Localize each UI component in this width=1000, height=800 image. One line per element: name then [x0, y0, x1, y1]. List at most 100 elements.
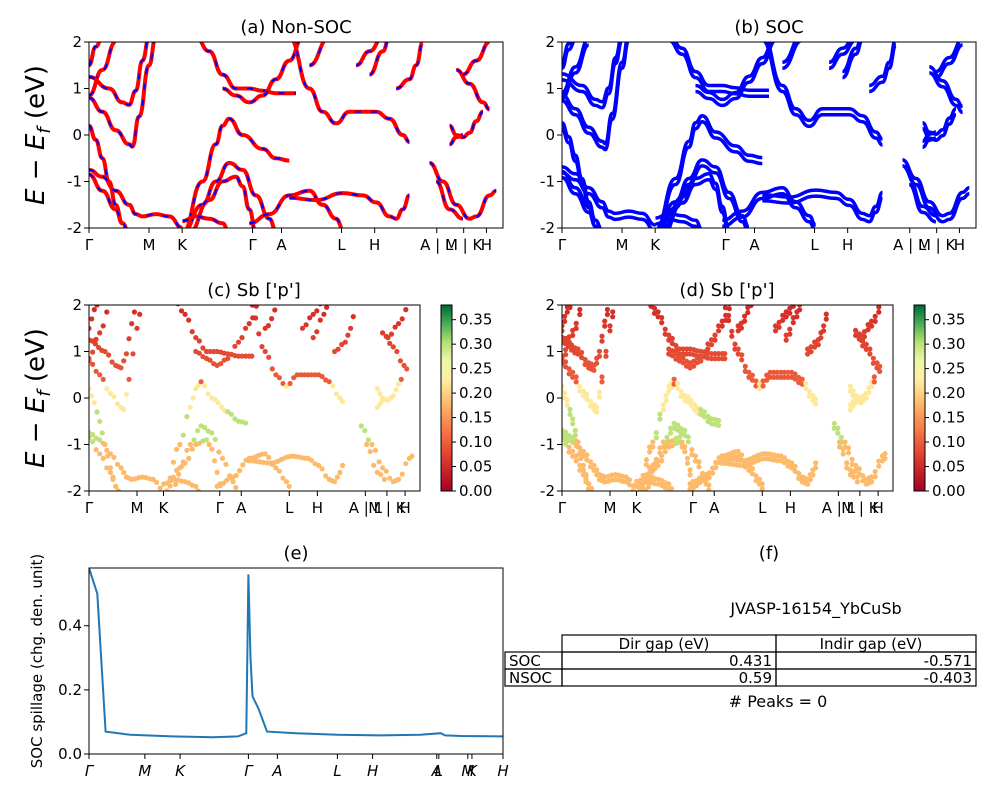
projection-point: [813, 396, 819, 402]
projection-point: [337, 395, 343, 401]
panel-c-yticks: -2 -1 0 1 2: [67, 296, 89, 500]
band-line-nonsoc: [368, 42, 389, 77]
projection-point: [137, 311, 143, 317]
band-line-soc: [908, 176, 937, 218]
projection-point: [876, 305, 882, 310]
projection-point: [94, 409, 100, 415]
projection-point: [666, 481, 672, 487]
projection-point: [249, 305, 255, 308]
ytick-label: 1: [545, 343, 555, 361]
projection-point: [89, 325, 92, 331]
projection-point: [781, 455, 788, 461]
projection-point: [369, 441, 375, 448]
projection-point: [573, 458, 579, 464]
projection-point: [647, 449, 653, 455]
projection-point: [154, 479, 160, 485]
projection-point: [670, 490, 673, 491]
projection-point: [659, 458, 665, 464]
projection-point: [726, 306, 732, 312]
projection-point: [668, 430, 674, 436]
ytick-label: 2: [72, 296, 82, 314]
band-line-nonsoc: [89, 42, 117, 98]
projection-point: [214, 469, 220, 475]
band-line-nonsoc-dashed: [89, 124, 127, 228]
projection-point: [126, 336, 132, 342]
xtick-label: A: [276, 236, 287, 254]
xtick-label: M | K: [445, 236, 484, 254]
projection-point: [676, 434, 683, 440]
xtick-label: M: [461, 762, 474, 780]
projection-point: [657, 411, 663, 417]
band-line-nonsoc: [182, 214, 229, 228]
xtick-label: Γ: [85, 499, 94, 517]
projection-point: [97, 437, 103, 443]
projection-point: [570, 416, 576, 422]
projection-point: [579, 349, 585, 356]
projection-point: [821, 328, 827, 334]
projection-point: [118, 365, 124, 371]
projection-point: [365, 437, 371, 443]
spillage-line: [89, 568, 503, 739]
projection-point: [588, 485, 594, 491]
colorbar-tick-label: 0.05: [932, 458, 965, 476]
projection-point: [314, 329, 320, 335]
xtick-label: A: [749, 236, 760, 254]
projection-point: [401, 362, 407, 368]
projection-point: [664, 434, 670, 440]
projection-point: [823, 316, 829, 322]
projection-point: [712, 356, 718, 362]
band-line-soc: [762, 194, 884, 224]
projection-point: [797, 307, 803, 313]
projection-point: [374, 404, 380, 410]
projection-point: [660, 407, 667, 413]
ytick-label: -2: [67, 482, 82, 500]
projection-point: [596, 394, 603, 400]
projection-point: [716, 417, 722, 424]
projection-point: [876, 463, 882, 469]
material-name: JVASP-16154_YbCuSb: [729, 599, 901, 619]
projection-point: [93, 368, 99, 374]
xtick-label: L: [285, 499, 294, 517]
panel-c-title: (c) Sb ['p']: [207, 280, 301, 301]
projection-point: [563, 429, 569, 435]
table-row-nsoc-indir: -0.403: [924, 669, 972, 687]
projection-point: [134, 325, 140, 331]
band-line-soc: [668, 42, 769, 98]
projection-point: [596, 389, 603, 395]
panel-d-yticks: -2 -1 0 1 2: [540, 296, 562, 500]
projection-point: [687, 472, 693, 478]
projection-point: [603, 353, 609, 359]
ytick-label: 1: [72, 80, 82, 98]
xtick-label: H: [312, 499, 323, 517]
projection-point: [663, 397, 669, 404]
projection-point: [276, 375, 282, 381]
projection-point: [323, 473, 329, 479]
projection-point: [591, 462, 597, 468]
projection-point: [607, 328, 613, 334]
band-line-nonsoc: [198, 42, 296, 96]
xtick-label: H: [399, 499, 410, 517]
band-line-nonsoc: [291, 42, 411, 144]
projection-point: [256, 331, 262, 337]
projection-point: [684, 460, 691, 466]
projection-point: [196, 338, 202, 344]
projection-point: [371, 462, 377, 468]
band-line-soc: [562, 171, 653, 228]
projection-point: [562, 390, 568, 396]
band-line-soc: [841, 42, 864, 80]
table-row-soc-dir: 0.431: [729, 652, 772, 670]
xtick-label: M: [616, 236, 629, 254]
projection-point: [218, 404, 224, 410]
projection-point: [195, 428, 201, 434]
projection-point: [659, 320, 665, 326]
projection-point: [659, 453, 665, 459]
projection-point: [377, 390, 383, 396]
panel-a-bands: [89, 42, 497, 228]
table-row-soc-indir: -0.571: [924, 652, 972, 670]
colorbar-tick-label: 0.35: [459, 311, 492, 329]
projection-point: [266, 354, 272, 360]
xtick-label: Γ: [558, 236, 567, 254]
band-line-soc: [828, 42, 857, 71]
projection-point: [845, 445, 852, 451]
